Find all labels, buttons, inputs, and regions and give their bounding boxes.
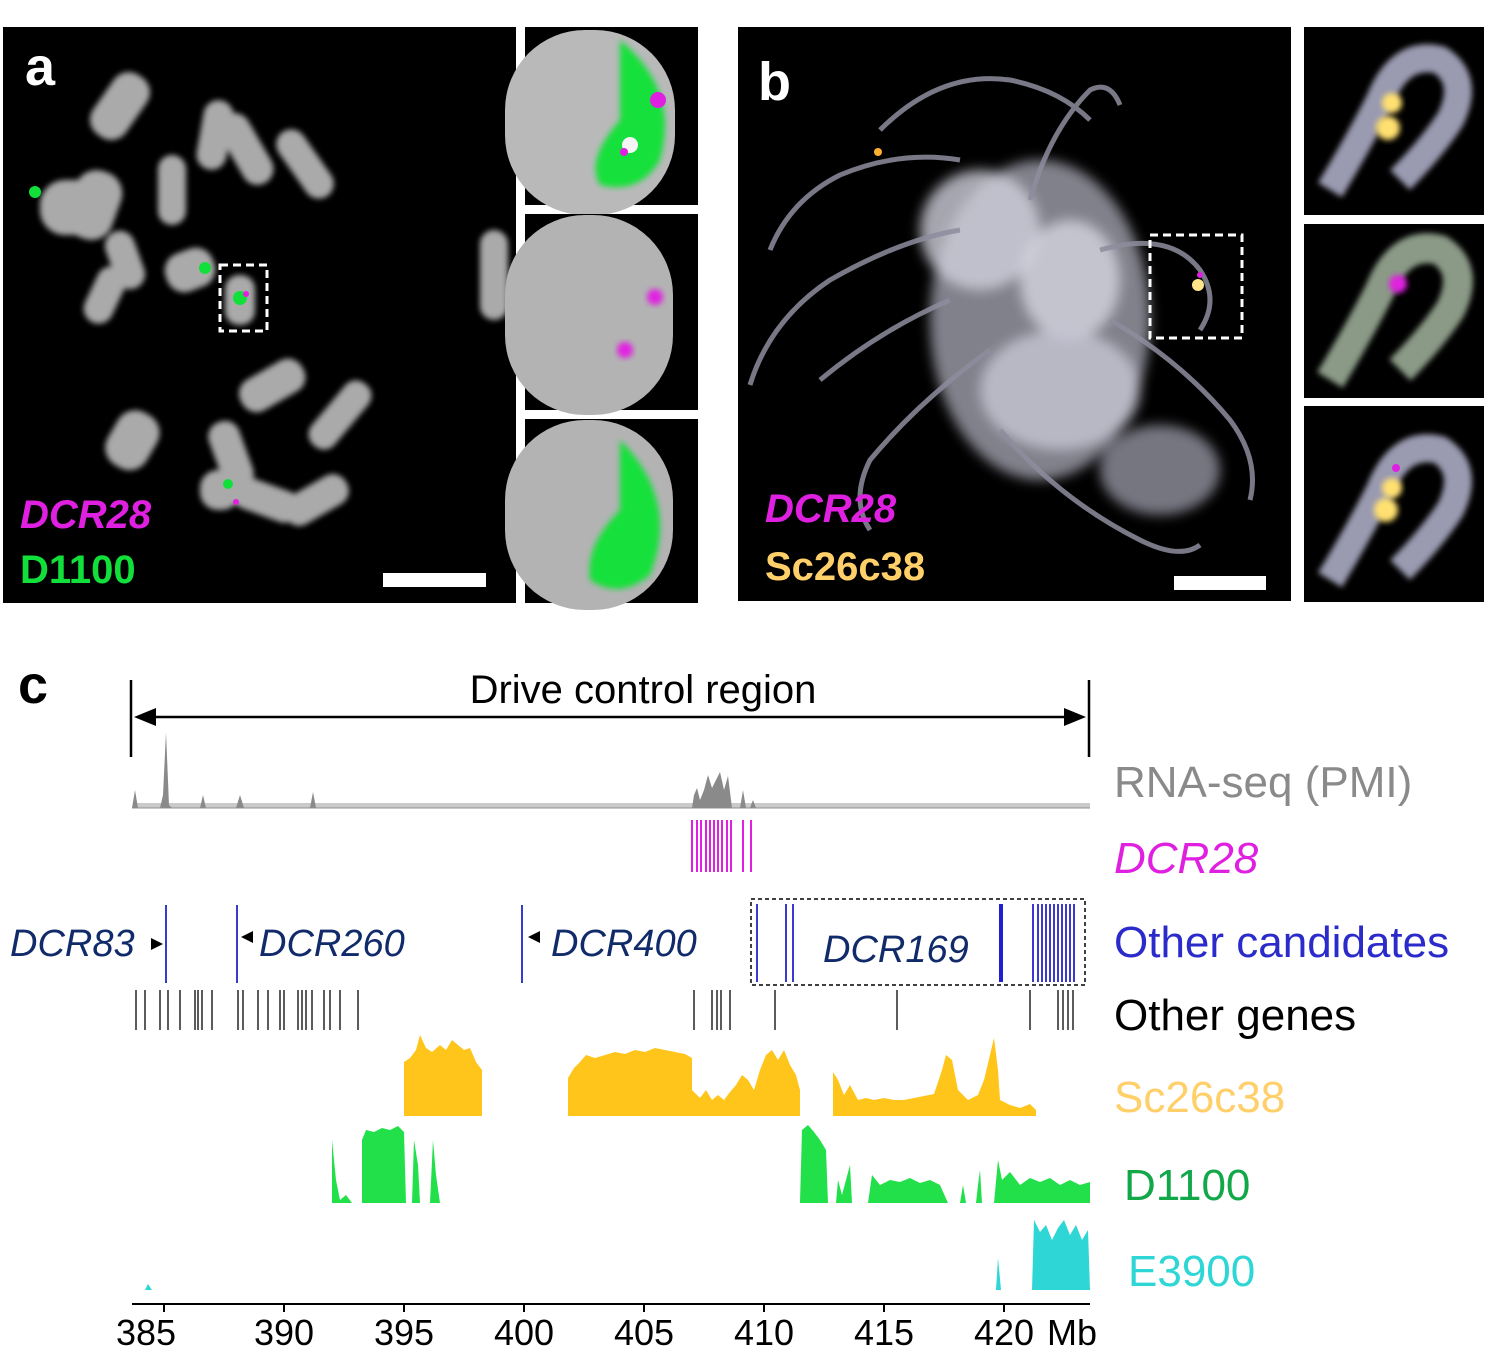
panel-b-scale-bar — [1174, 576, 1266, 590]
panel-c-letter: c — [18, 655, 48, 715]
panel-b-inset-dcr28 — [1304, 224, 1484, 398]
candidate-dcr400: DCR400 — [551, 923, 697, 965]
track-labels: RNA-seq (PMI) DCR28 Other candidates Oth… — [1114, 758, 1449, 1296]
track-e3900 — [145, 1220, 1090, 1290]
panel-a-inset-d1100 — [505, 419, 698, 610]
panel-a-inset-merge — [505, 27, 698, 215]
panel-a-probe-d1100: D1100 — [20, 548, 136, 592]
track-label-e3900: E3900 — [1128, 1247, 1255, 1296]
track-other-genes — [135, 990, 1074, 1030]
track-label-dcr28: DCR28 — [1114, 834, 1259, 883]
panel-a-inset-dcr28 — [505, 214, 698, 415]
region-label: Drive control region — [470, 668, 817, 712]
panel-b-chromosome-spread — [920, 160, 1220, 515]
panel-a: a DCR28 D1100 — [3, 27, 698, 610]
panel-a-chromosomes — [40, 72, 508, 526]
panel-a-fish-signals — [29, 186, 249, 505]
tick-395: 395 — [374, 1312, 434, 1346]
track-label-rnaseq: RNA-seq (PMI) — [1114, 758, 1412, 807]
panel-b-probe-sc26c38: Sc26c38 — [765, 545, 925, 589]
tick-415: 415 — [854, 1312, 914, 1346]
panel-a-probe-dcr28: DCR28 — [20, 493, 152, 537]
track-label-sc26c38: Sc26c38 — [1114, 1073, 1285, 1122]
track-label-d1100: D1100 — [1124, 1161, 1250, 1210]
tick-420: 420 — [974, 1312, 1034, 1346]
track-label-other-genes: Other genes — [1114, 991, 1356, 1040]
panel-a-scale-bar — [383, 573, 486, 587]
panel-a-zoom-box — [218, 263, 269, 333]
track-d1100 — [332, 1125, 1090, 1203]
tick-390: 390 — [254, 1312, 314, 1346]
x-axis: 385 390 395 400 405 410 415 420 Mb — [116, 1303, 1097, 1346]
track-dcr28 — [691, 820, 752, 872]
panel-a-letter: a — [25, 37, 56, 97]
candidate-dcr260: DCR260 — [259, 923, 405, 965]
tick-410: 410 — [734, 1312, 794, 1346]
tick-400: 400 — [494, 1312, 554, 1346]
axis-unit: Mb — [1047, 1312, 1097, 1346]
panel-b-inset-merge — [1304, 27, 1484, 215]
candidate-dcr83: DCR83 — [10, 923, 135, 965]
panel-c: c Drive control region — [10, 655, 1449, 1346]
panel-b-zoom-box — [1148, 233, 1244, 340]
panel-b-probe-dcr28: DCR28 — [765, 487, 897, 531]
panel-b-chromosome-strands — [747, 76, 1255, 554]
panel-b-inset-merge-2 — [1304, 406, 1484, 602]
tick-405: 405 — [614, 1312, 674, 1346]
tick-385: 385 — [116, 1312, 176, 1346]
track-sc26c38 — [404, 1035, 1036, 1116]
track-rnaseq — [132, 732, 1090, 809]
panel-b: b DCR28 Sc26c38 — [738, 27, 1484, 602]
panel-b-letter: b — [758, 52, 791, 112]
candidate-dcr169: DCR169 — [823, 929, 969, 971]
track-other-candidates: DCR83 DCR260 DCR400 DCR169 — [10, 898, 1086, 986]
track-label-other-candidates: Other candidates — [1114, 918, 1449, 967]
